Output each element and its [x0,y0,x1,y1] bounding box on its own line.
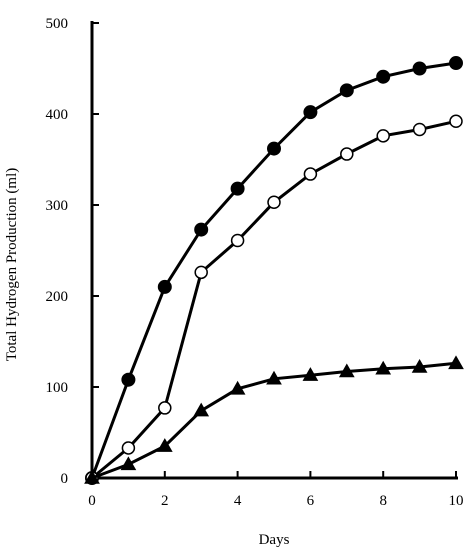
series-layer [84,56,464,485]
data-point-open-circle [121,441,136,455]
y-tick-label: 400 [46,107,69,123]
data-point-open-circle [449,114,463,129]
data-point-filled-triangle [375,360,392,375]
data-point-filled-triangle [156,438,173,452]
series-line [91,119,457,480]
x-tick-label: 4 [234,493,242,509]
data-point-filled-triangle [266,370,282,385]
data-point-filled-triangle [193,402,210,417]
data-point-filled-circle [449,56,463,71]
data-point-open-circle [303,167,318,181]
data-point-filled-circle [267,141,281,156]
data-point-filled-circle [194,222,209,237]
data-point-filled-circle [339,83,354,98]
data-point-filled-triangle [411,358,428,373]
series-3 [84,355,464,484]
data-point-filled-circle [303,105,318,120]
series-1 [85,56,463,485]
x-axis-title: Days [259,532,290,548]
data-point-filled-circle [230,181,245,196]
data-point-filled-triangle [302,367,319,381]
data-point-filled-triangle [338,363,355,378]
data-point-filled-triangle [229,380,246,395]
y-axis-title: Total Hydrogen Production (ml) [4,168,20,362]
data-point-filled-circle [157,279,172,294]
data-point-filled-circle [376,69,391,84]
y-tick-label: 100 [46,380,69,396]
data-point-filled-circle [412,61,427,76]
x-tick-label: 8 [379,493,387,509]
series-line [90,61,457,479]
data-point-open-circle [267,195,281,210]
y-tick-label: 500 [46,16,69,32]
y-tick-label: 0 [61,471,69,487]
y-tick-label: 300 [46,198,69,214]
x-tick-label: 6 [307,493,315,509]
data-point-filled-circle [121,372,136,387]
data-point-filled-triangle [120,456,137,471]
data-point-open-circle [376,129,390,143]
x-tick-label: 0 [88,493,96,509]
axes: 0 100 200 300 400 500 0 2 4 6 8 10 [46,16,464,509]
x-tick-label: 2 [161,493,169,509]
data-point-open-circle [412,122,427,137]
data-point-open-circle [194,265,208,280]
data-point-filled-triangle [448,355,464,370]
data-point-open-circle [158,401,172,415]
y-tick-label: 200 [46,289,69,305]
data-point-open-circle [340,147,354,161]
series-2 [85,114,463,485]
data-point-filled-triangle [84,469,100,484]
x-tick-label: 10 [449,493,464,509]
data-point-open-circle [230,233,245,248]
